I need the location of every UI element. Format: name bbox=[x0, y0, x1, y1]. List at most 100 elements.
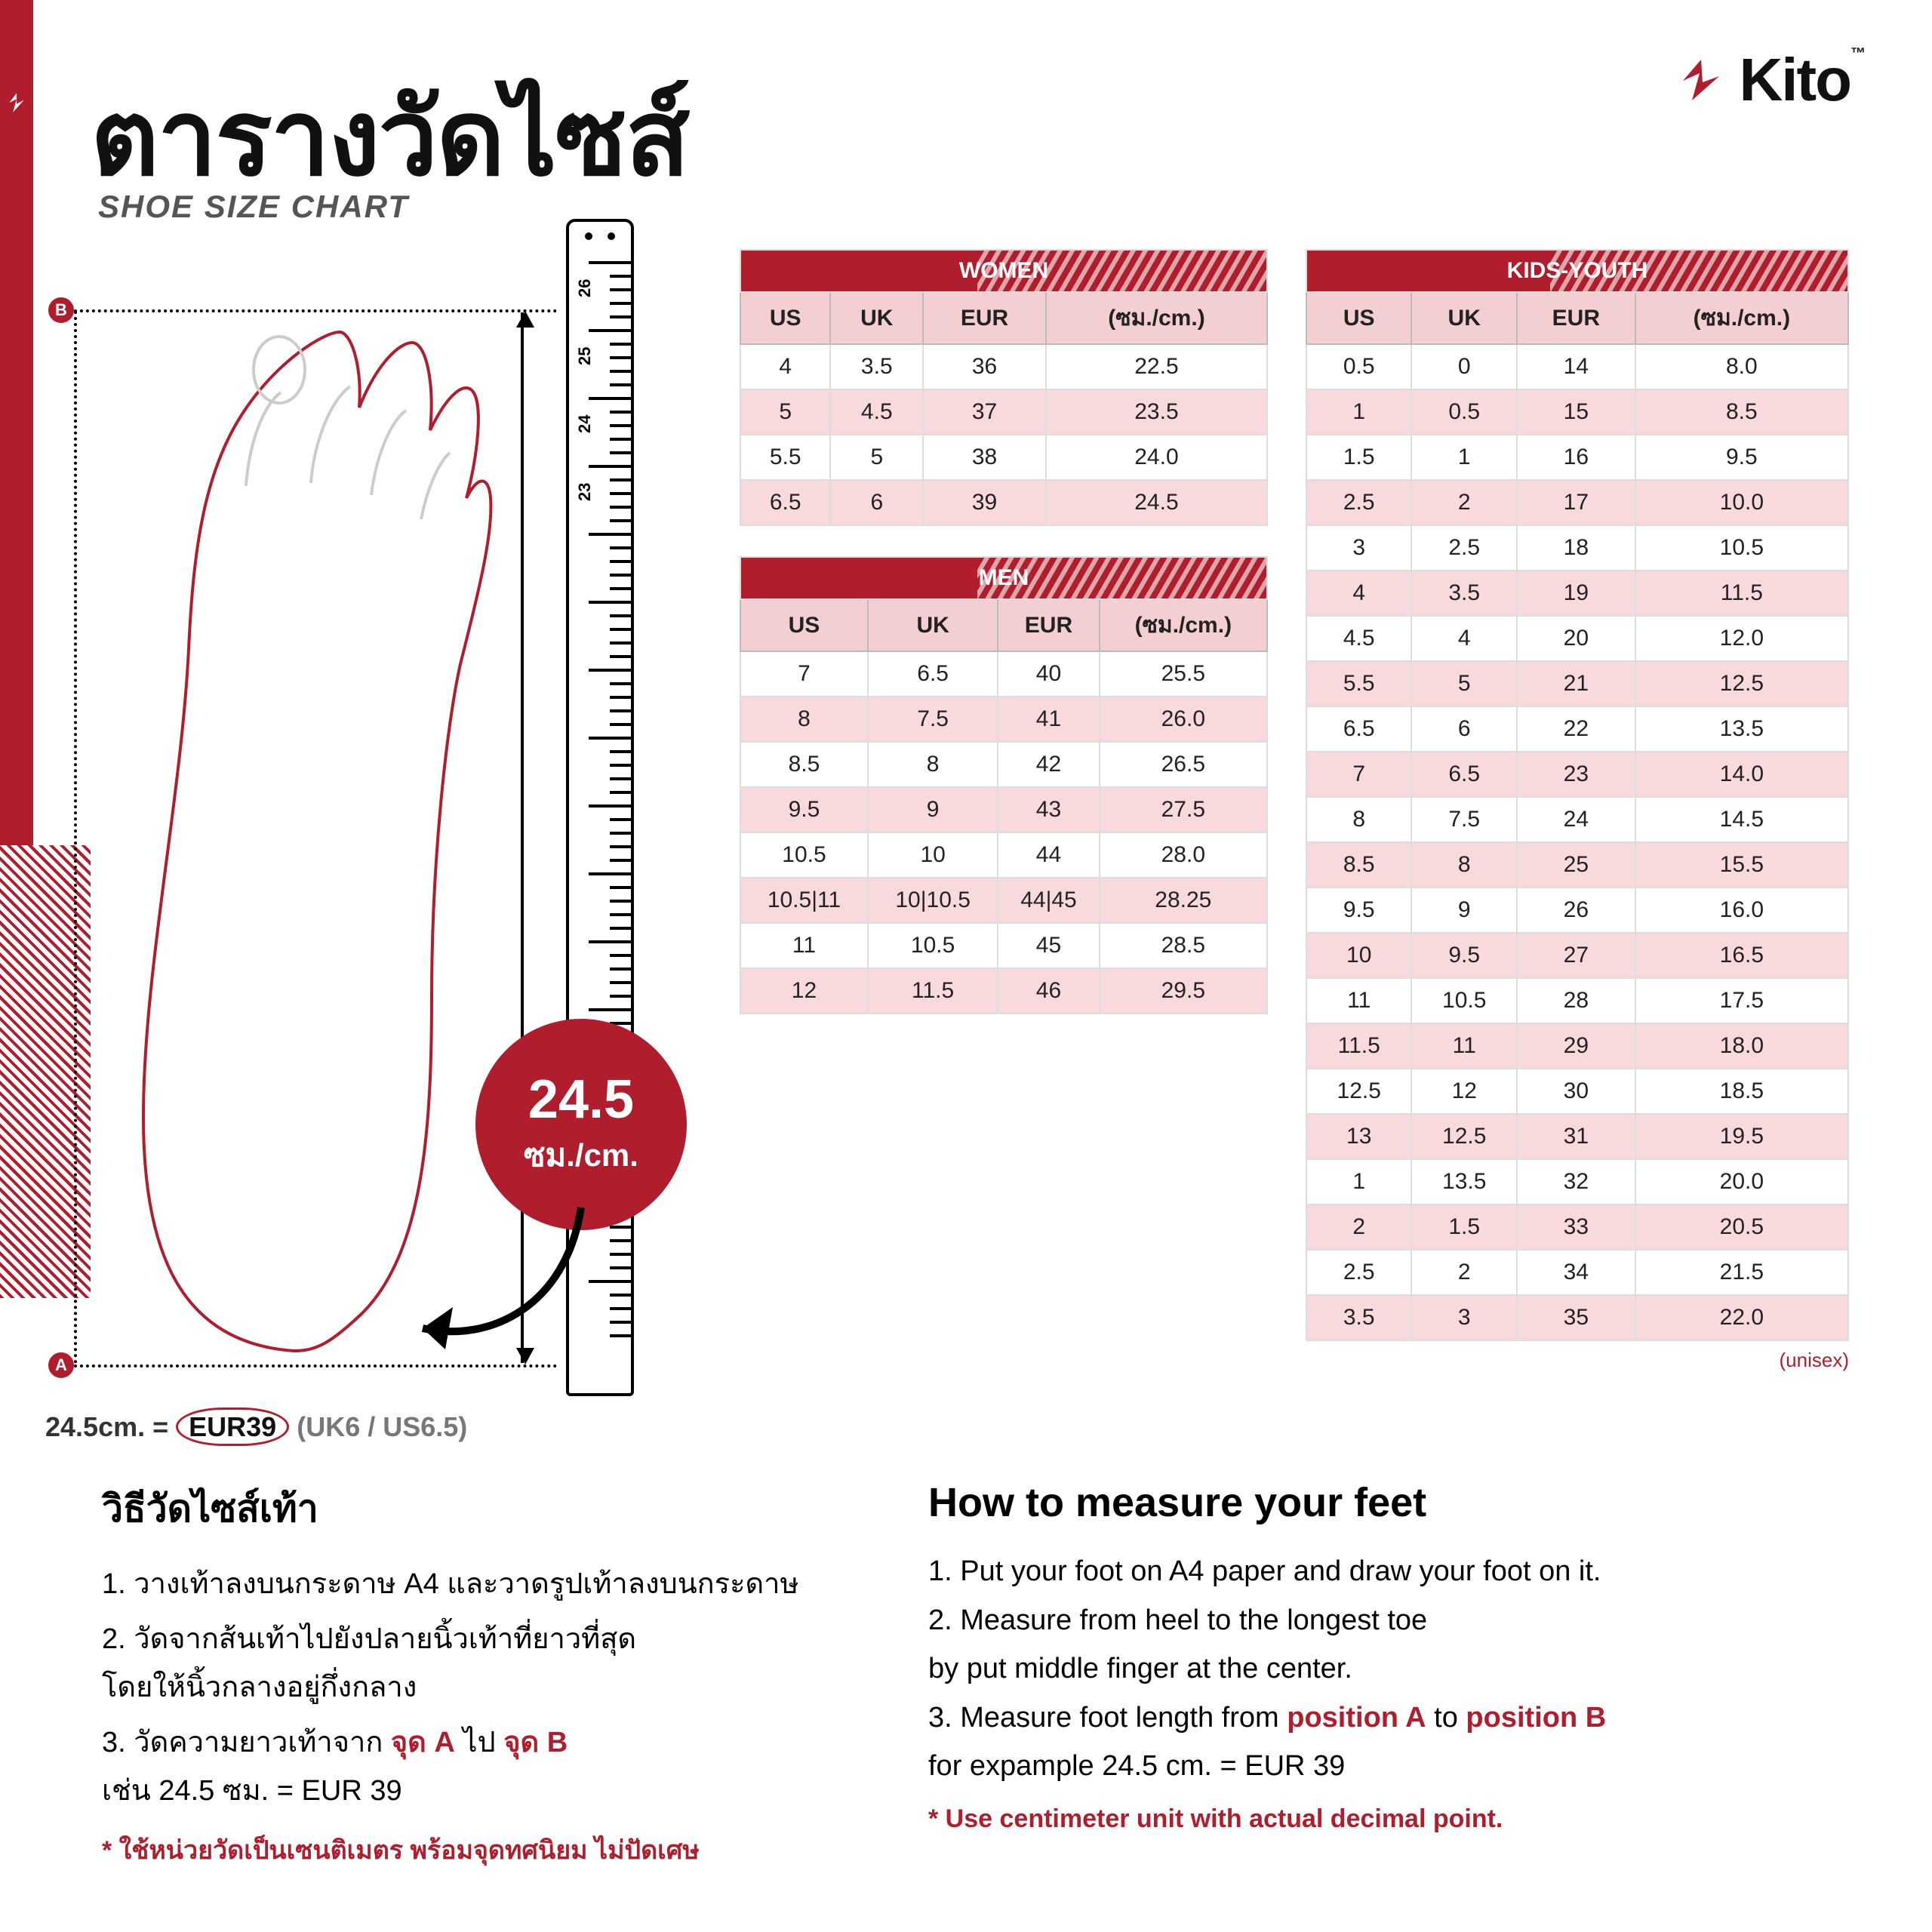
size-cell: 43 bbox=[998, 787, 1099, 832]
size-cell: 9.5 bbox=[1411, 933, 1516, 978]
size-cell: 18 bbox=[1517, 525, 1635, 571]
size-cell: 11 bbox=[1411, 1023, 1516, 1069]
size-cell: 30 bbox=[1517, 1069, 1635, 1114]
size-cell: 39 bbox=[923, 480, 1046, 525]
size-cell: 2.5 bbox=[1411, 525, 1516, 571]
size-cell: 8.5 bbox=[740, 742, 868, 787]
size-cell: 8 bbox=[1411, 842, 1516, 888]
size-cell: 9 bbox=[868, 787, 998, 832]
size-cell: 15 bbox=[1517, 389, 1635, 435]
size-cell: 0 bbox=[1411, 344, 1516, 389]
size-cell: 8 bbox=[868, 742, 998, 787]
size-cell: 23 bbox=[1517, 752, 1635, 797]
size-cell: 10|10.5 bbox=[868, 878, 998, 923]
size-cell: 6 bbox=[830, 480, 923, 525]
badge-value: 24.5 bbox=[528, 1069, 634, 1131]
instruction-step: 3. วัดความยาวเท้าจาก จุด A ไป จุด Bเช่น … bbox=[102, 1718, 872, 1816]
size-cell: 10.5 bbox=[1635, 525, 1848, 571]
instruction-step: 1. Put your foot on A4 paper and draw yo… bbox=[928, 1547, 1864, 1596]
size-cell: 13.5 bbox=[1411, 1159, 1516, 1204]
size-cell: 44|45 bbox=[998, 878, 1099, 923]
size-cell: 12.5 bbox=[1635, 661, 1848, 706]
tables-column-2: KIDS-YOUTHUSUKEUR(ซม./cm.)0.50148.010.51… bbox=[1306, 249, 1849, 1372]
size-cell: 19 bbox=[1517, 571, 1635, 616]
size-cell: 3 bbox=[1411, 1295, 1516, 1340]
women-size-table: WOMENUSUKEUR(ซม./cm.)43.53622.554.53723.… bbox=[740, 249, 1268, 526]
marker-a: A bbox=[48, 1352, 74, 1378]
size-cell: 5 bbox=[1411, 661, 1516, 706]
size-cell: 14 bbox=[1517, 344, 1635, 389]
size-cell: 12 bbox=[1411, 1069, 1516, 1114]
size-cell: 8 bbox=[1306, 797, 1411, 842]
size-cell: 7 bbox=[740, 651, 868, 697]
size-cell: 25 bbox=[1517, 842, 1635, 888]
size-cell: 18.0 bbox=[1635, 1023, 1848, 1069]
measurement-badge: 24.5 ซม./cm. bbox=[475, 1019, 687, 1230]
size-cell: 11 bbox=[740, 923, 868, 968]
size-cell: 27 bbox=[1517, 933, 1635, 978]
size-cell: 8.5 bbox=[1306, 842, 1411, 888]
unisex-note: (unisex) bbox=[1306, 1349, 1849, 1372]
size-cell: 1 bbox=[1306, 389, 1411, 435]
size-cell: 16.0 bbox=[1635, 888, 1848, 933]
size-cell: 2 bbox=[1411, 1250, 1516, 1295]
size-cell: 36 bbox=[923, 344, 1046, 389]
size-cell: 1.5 bbox=[1306, 435, 1411, 480]
size-cell: 16 bbox=[1517, 435, 1635, 480]
size-cell: 45 bbox=[998, 923, 1099, 968]
foot-measurement-diagram: 26252423 B A 24.5 ซม./cm. bbox=[53, 249, 694, 1396]
size-cell: 6 bbox=[1411, 706, 1516, 752]
size-cell: 27.5 bbox=[1100, 787, 1267, 832]
size-cell: 2 bbox=[1411, 480, 1516, 525]
size-cell: 6.5 bbox=[740, 480, 830, 525]
size-cell: 24.5 bbox=[1046, 480, 1267, 525]
size-cell: 11.5 bbox=[1635, 571, 1848, 616]
size-cell: 0.5 bbox=[1306, 344, 1411, 389]
size-cell: 28.25 bbox=[1100, 878, 1267, 923]
brand-mark-icon bbox=[5, 91, 29, 115]
size-cell: 33 bbox=[1517, 1204, 1635, 1250]
size-cell: 8.5 bbox=[1635, 389, 1848, 435]
size-cell: 26.0 bbox=[1100, 697, 1267, 742]
size-cell: 3.5 bbox=[1411, 571, 1516, 616]
size-cell: 22.0 bbox=[1635, 1295, 1848, 1340]
instructions-th-title: วิธีวัดไซส์เท้า bbox=[102, 1479, 872, 1539]
size-cell: 18.5 bbox=[1635, 1069, 1848, 1114]
size-cell: 26.5 bbox=[1100, 742, 1267, 787]
size-cell: 24 bbox=[1517, 797, 1635, 842]
size-cell: 2.5 bbox=[1306, 1250, 1411, 1295]
size-cell: 3 bbox=[1306, 525, 1411, 571]
size-cell: 17 bbox=[1517, 480, 1635, 525]
size-cell: 35 bbox=[1517, 1295, 1635, 1340]
size-cell: 14.0 bbox=[1635, 752, 1848, 797]
size-cell: 12.5 bbox=[1306, 1069, 1411, 1114]
size-cell: 22 bbox=[1517, 706, 1635, 752]
size-cell: 42 bbox=[998, 742, 1099, 787]
size-cell: 24.0 bbox=[1046, 435, 1267, 480]
size-cell: 13 bbox=[1306, 1114, 1411, 1159]
size-cell: 2 bbox=[1306, 1204, 1411, 1250]
size-cell: 28.5 bbox=[1100, 923, 1267, 968]
size-cell: 28 bbox=[1517, 978, 1635, 1023]
size-cell: 16.5 bbox=[1635, 933, 1848, 978]
instruction-step: 3. Measure foot length from position A t… bbox=[928, 1694, 1864, 1791]
size-cell: 17.5 bbox=[1635, 978, 1848, 1023]
size-cell: 23.5 bbox=[1046, 389, 1267, 435]
left-brand-stripe bbox=[0, 0, 33, 845]
size-cell: 12.0 bbox=[1635, 616, 1848, 661]
size-cell: 11.5 bbox=[1306, 1023, 1411, 1069]
size-cell: 8.0 bbox=[1635, 344, 1848, 389]
size-cell: 25.5 bbox=[1100, 651, 1267, 697]
size-cell: 22.5 bbox=[1046, 344, 1267, 389]
men-size-table: MENUSUKEUR(ซม./cm.)76.54025.587.54126.08… bbox=[740, 556, 1268, 1014]
size-cell: 21 bbox=[1517, 661, 1635, 706]
size-cell: 11.5 bbox=[868, 968, 998, 1014]
guide-line-vertical bbox=[74, 311, 77, 1364]
size-cell: 21.5 bbox=[1635, 1250, 1848, 1295]
size-cell: 1 bbox=[1411, 435, 1516, 480]
instructions-en-title: How to measure your feet bbox=[928, 1479, 1864, 1526]
size-cell: 26 bbox=[1517, 888, 1635, 933]
size-cell: 29.5 bbox=[1100, 968, 1267, 1014]
size-cell: 31 bbox=[1517, 1114, 1635, 1159]
conversion-example: 24.5cm. = EUR39 (UK6 / US6.5) bbox=[45, 1411, 467, 1443]
